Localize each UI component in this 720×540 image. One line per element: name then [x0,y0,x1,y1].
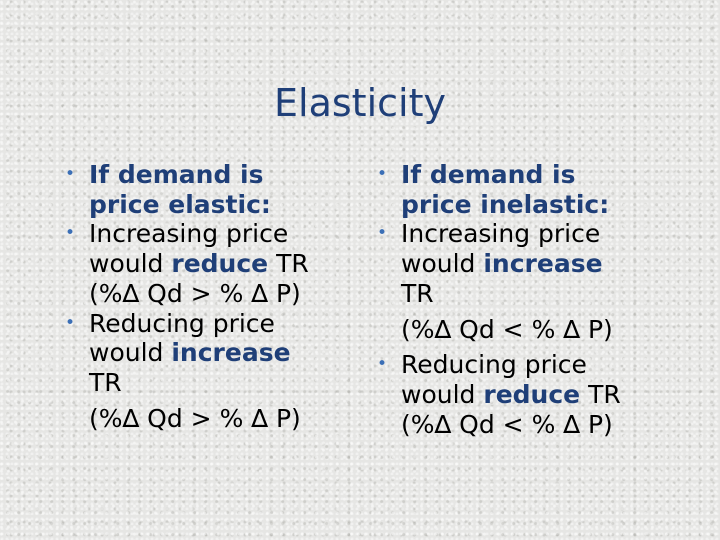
left-bullet-1-line-1: If demand is [89,160,264,189]
right-bullet-2-line-2-prefix: would [401,249,484,279]
left-bullet-1-line-2: price elastic: [89,189,271,219]
right-bullet-3-emphasis: reduce [483,379,581,409]
left-bullet-2-line-2-prefix: would [89,249,172,279]
right-bullet-3-line-1: Reducing price [401,350,587,380]
right-bullet-increasing-price: • Increasing price would increase TR (%∆… [375,219,705,344]
right-bullet-3-line-2-suffix: TR [580,379,621,409]
right-bullet-inelastic-heading: • If demand is price inelastic: [375,160,705,219]
right-bullet-2-line-2: would increase [401,249,705,279]
right-column: • If demand is price inelastic: • Increa… [375,160,705,439]
right-bullet-3-line-2-prefix: would [401,379,484,409]
right-bullet-2-line-3: TR [401,278,434,308]
bullet-icon: • [377,354,388,375]
left-column: • If demand is price elastic: • Increasi… [63,160,363,433]
left-bullet-3-line-2-prefix: would [89,338,172,368]
bullet-icon: • [377,164,388,184]
bullet-icon: • [65,223,76,244]
left-bullet-increasing-price: • Increasing price would reduce TR (%∆ Q… [63,219,363,308]
right-bullet-3-formula: (%∆ Qd < % ∆ P) [401,409,613,439]
right-bullet-2-line-1: Increasing price [401,219,601,249]
left-bullet-2-formula: (%∆ Qd > % ∆ P) [89,278,301,308]
right-bullet-reducing-price: • Reducing price would reduce TR (%∆ Qd … [375,350,705,439]
left-bullet-3-line-1: Reducing price [89,308,275,338]
left-bullet-reducing-price: • Reducing price would increase TR (%∆ Q… [63,309,363,434]
left-bullet-2-line-1: Increasing price [89,219,289,249]
left-bullet-2-emphasis: reduce [171,249,269,279]
right-bullet-2-emphasis: increase [483,249,603,279]
right-bullet-1-line-2: price inelastic: [401,189,610,219]
left-bullet-elastic-heading: • If demand is price elastic: [63,160,363,219]
bullet-icon: • [65,164,76,184]
left-bullet-2-line-2-suffix: TR [268,249,309,279]
left-bullet-3-line-3: TR [89,367,122,397]
left-bullet-3-formula: (%∆ Qd > % ∆ P) [89,403,301,433]
bullet-icon: • [377,223,388,244]
right-bullet-3-line-2: would reduce TR [401,380,705,410]
bullet-icon: • [65,312,76,333]
left-bullet-2-line-2: would reduce TR [89,249,363,279]
right-bullet-2-formula: (%∆ Qd < % ∆ P) [401,314,613,344]
left-bullet-3-line-2: would increase [89,338,363,368]
left-bullet-3-emphasis: increase [171,338,291,368]
right-bullet-1-line-1: If demand is [401,160,576,189]
slide-title: Elasticity [274,81,446,125]
